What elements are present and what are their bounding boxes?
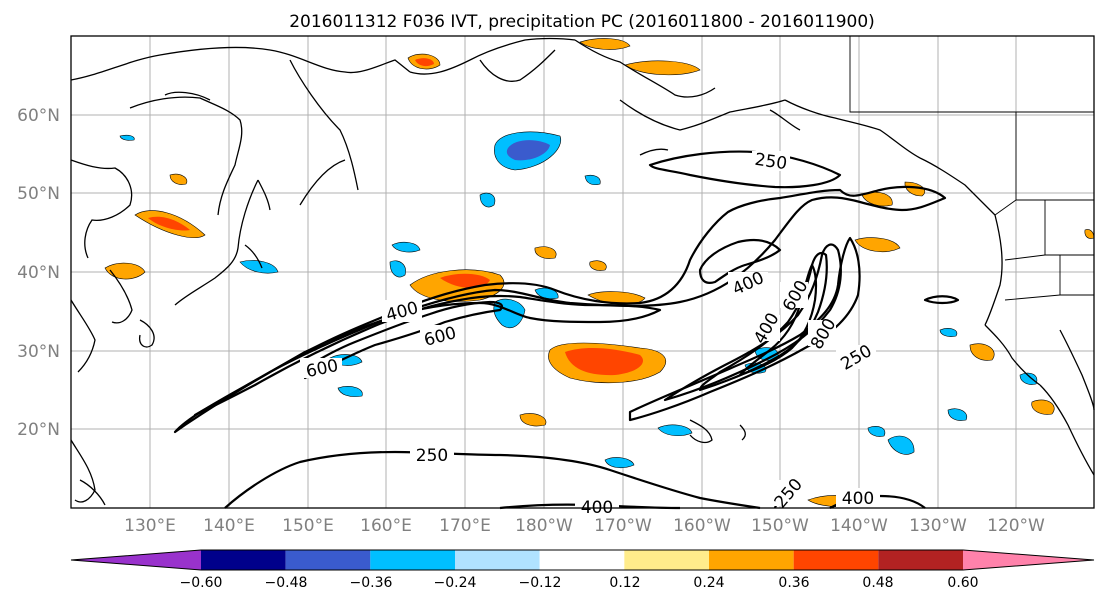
- political-borders: [849, 36, 1094, 301]
- lon-label: 130°E: [124, 516, 176, 536]
- precip-patch-positive: [579, 38, 631, 50]
- colorbar-tick-label: −0.60: [180, 575, 223, 591]
- lat-label: 20°N: [17, 420, 60, 440]
- precip-patch-negative: [887, 435, 915, 455]
- colorbar-tick-label: 0.12: [609, 575, 640, 591]
- colorbar-segment: [455, 550, 540, 570]
- colorbar-segments: [70, 549, 1095, 571]
- lon-label: 170°W: [594, 516, 652, 536]
- ivt-contour-east-hook: [698, 239, 782, 284]
- map-frame: [70, 35, 1095, 509]
- colorbar-segment: [624, 550, 709, 570]
- colorbar-segment: [709, 550, 794, 570]
- ivt-contour-east-outer: [628, 236, 861, 422]
- precip-patch-positive: [589, 260, 607, 271]
- lon-label: 160°W: [673, 516, 731, 536]
- precip-patch-positive: [1031, 399, 1055, 415]
- precip-patch-positive: [440, 273, 490, 288]
- colorbar-tick-label: 0.24: [693, 575, 724, 591]
- colorbar: −0.60 −0.48 −0.36 −0.24 −0.12 0.12 0.24 …: [70, 549, 1095, 591]
- colorbar-segment: [370, 550, 455, 570]
- precip-patch-positive: [148, 216, 190, 231]
- contour-label: 250: [753, 150, 788, 174]
- precip-patch-negative: [657, 424, 693, 437]
- colorbar-tick-labels: −0.60 −0.48 −0.36 −0.24 −0.12 0.12 0.24 …: [180, 575, 979, 591]
- ivt-contour-250: [173, 185, 947, 434]
- lon-label: 140°E: [203, 516, 255, 536]
- lat-label: 50°N: [17, 184, 60, 204]
- lon-label: 150°E: [282, 516, 334, 536]
- precip-patch-negative: [479, 192, 496, 208]
- colorbar-segment: [201, 550, 286, 570]
- precip-pc-shading: [104, 38, 1095, 508]
- lon-label: 160°E: [360, 516, 412, 536]
- colorbar-tick-label: −0.48: [265, 575, 308, 591]
- longitude-labels: 130°E 140°E 150°E 160°E 170°E 180°W 170°…: [124, 516, 1045, 536]
- colorbar-segment: [71, 550, 201, 570]
- precip-patch-positive: [854, 237, 901, 253]
- precip-patch-positive: [169, 173, 188, 185]
- lon-label: 140°W: [830, 516, 888, 536]
- ivt-contour-east-600: [698, 251, 828, 392]
- colorbar-tick-label: 0.48: [862, 575, 893, 591]
- colorbar-segment: [793, 550, 879, 570]
- precip-patch-positive: [904, 181, 926, 197]
- precip-patch-positive: [861, 191, 893, 207]
- lat-label: 40°N: [17, 263, 60, 283]
- precip-patch-positive: [519, 413, 547, 427]
- precip-patch-negative: [947, 408, 968, 421]
- precip-patch-positive: [969, 343, 995, 361]
- precip-patch-positive: [534, 246, 557, 259]
- lon-label: 180°W: [515, 516, 573, 536]
- map-panel: 250 400 600 600 400 600 400 800 250 250 …: [70, 35, 1095, 518]
- ivt-contour-small: [923, 295, 960, 305]
- precip-patch-negative: [534, 287, 559, 300]
- colorbar-segment: [878, 550, 963, 570]
- ivt-contour-south-250: [224, 450, 761, 510]
- lon-label: 120°W: [987, 516, 1045, 536]
- precip-patch-positive: [565, 348, 643, 376]
- precip-patch-negative: [391, 241, 421, 253]
- colorbar-segment: [285, 550, 371, 570]
- precip-patch-negative: [506, 140, 550, 161]
- colorbar-tick-label: 0.36: [778, 575, 809, 591]
- lat-label: 30°N: [17, 342, 60, 362]
- latitude-labels: 60°N 50°N 40°N 30°N 20°N: [17, 106, 60, 440]
- colorbar-tick-label: −0.36: [350, 575, 393, 591]
- lon-label: 150°W: [751, 516, 809, 536]
- lon-label: 170°E: [439, 516, 491, 536]
- colorbar-tick-label: −0.24: [434, 575, 477, 591]
- contour-label: 400: [842, 489, 874, 509]
- precip-patch-negative: [1019, 372, 1038, 385]
- precip-patch-negative: [119, 134, 135, 141]
- ivt-contour-east-400: [663, 243, 842, 402]
- lat-label: 60°N: [17, 106, 60, 126]
- ivt-contour-east-800: [738, 263, 818, 377]
- colorbar-segment: [963, 550, 1094, 570]
- contour-label: 250: [416, 446, 448, 466]
- precip-patch-positive: [624, 60, 701, 76]
- ivt-contour-400: [193, 294, 662, 417]
- precip-patch-negative: [867, 426, 886, 437]
- figure-title: 2016011312 F036 IVT, precipitation PC (2…: [289, 12, 875, 32]
- colorbar-segment: [539, 550, 625, 570]
- precip-patch-negative: [939, 328, 958, 337]
- precip-patch-negative: [604, 457, 635, 469]
- precip-patch-negative: [239, 260, 279, 274]
- precip-patch-negative: [337, 386, 363, 397]
- colorbar-tick-label: −0.12: [519, 575, 562, 591]
- precip-patch-negative: [584, 174, 601, 186]
- ivt-contour-gulf: [648, 150, 842, 189]
- ivt-contour-600: [303, 300, 504, 380]
- precip-patch-negative: [389, 260, 406, 278]
- lon-label: 130°W: [909, 516, 967, 536]
- precip-patch-positive: [415, 58, 434, 67]
- coastlines: [70, 37, 1095, 506]
- colorbar-tick-label: 0.60: [947, 575, 978, 591]
- colorbar-outline: [70, 549, 1095, 571]
